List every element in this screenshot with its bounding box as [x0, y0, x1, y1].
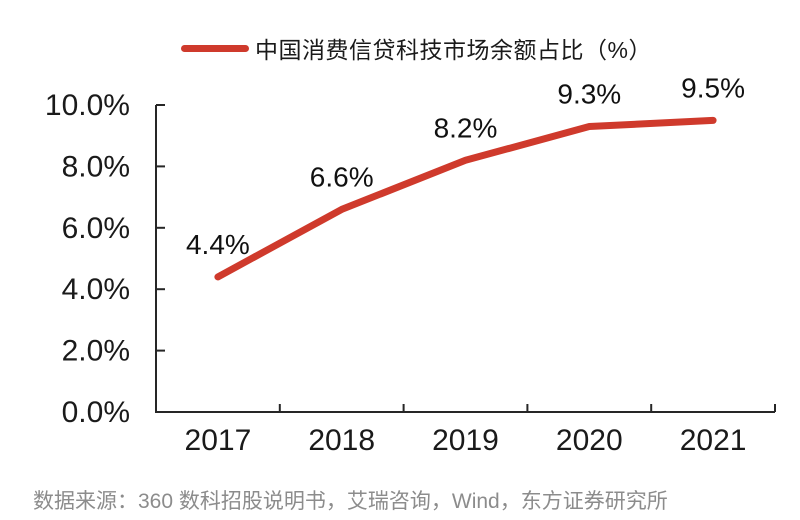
x-tick-label: 2020	[556, 424, 623, 457]
axis-lines	[155, 105, 775, 413]
data-point-label: 8.2%	[434, 112, 498, 143]
y-tick-label: 2.0%	[62, 335, 130, 368]
source-note: 数据来源：360 数科招股说明书，艾瑞咨询，Wind，东方证券研究所	[33, 490, 668, 513]
y-tick-label: 8.0%	[62, 150, 130, 183]
data-point-label: 9.3%	[557, 78, 621, 109]
legend: 中国消费信贷科技市场余额占比（%）	[181, 33, 652, 63]
y-tick-label: 0.0%	[62, 396, 130, 429]
y-tick-label: 6.0%	[62, 212, 130, 245]
x-tick-label: 2019	[432, 424, 499, 457]
y-tick-label: 4.0%	[62, 273, 130, 306]
data-point-label: 6.6%	[310, 161, 374, 192]
data-point-label: 4.4%	[186, 229, 250, 260]
x-tick-label: 2018	[308, 424, 375, 457]
line-chart: 0.0% 2.0% 4.0% 6.0% 8.0% 10.0% 2017 2018 2019 202…	[45, 72, 776, 457]
data-series-line	[214, 116, 717, 281]
x-tick-label: 2021	[680, 424, 747, 457]
legend-line-swatch	[181, 44, 249, 52]
x-tick-label: 2017	[185, 424, 252, 457]
y-tick-label: 10.0%	[45, 89, 130, 122]
data-point-label: 9.5%	[681, 72, 745, 103]
legend-label: 中国消费信贷科技市场余额占比（%）	[255, 37, 652, 63]
